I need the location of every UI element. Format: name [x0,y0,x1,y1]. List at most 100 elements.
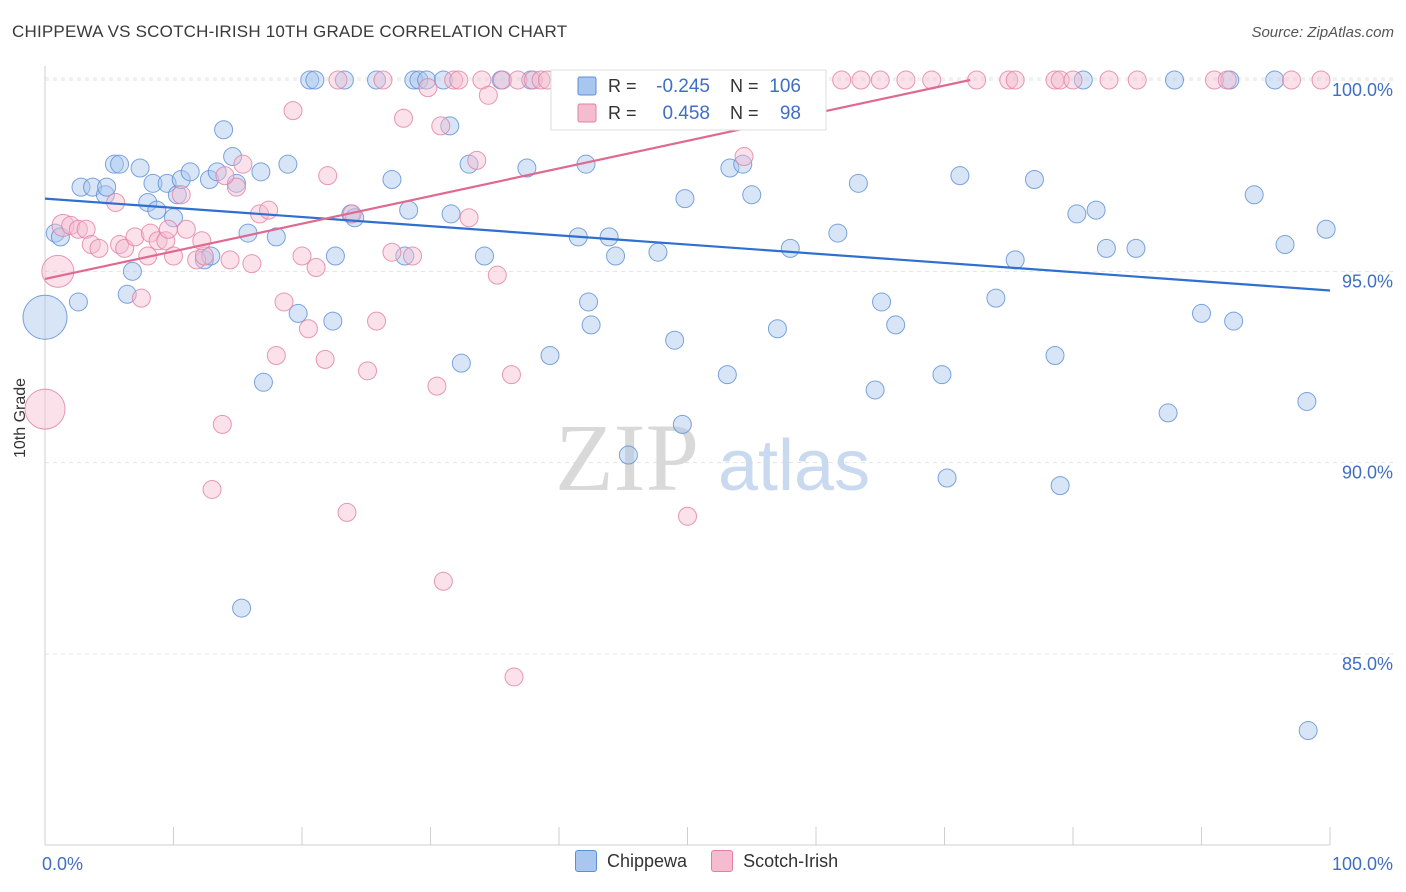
data-point-chippewa [305,70,325,90]
data-point-scotch-irish [492,70,512,90]
data-point-scotch-irish [358,361,378,381]
data-point-scotch-irish [523,70,543,90]
data-point-scotch-irish [298,319,318,339]
data-point-chippewa [717,365,737,385]
data-point-scotch-irish [487,265,507,285]
data-point-chippewa [1067,204,1087,224]
legend-item-scotch-irish[interactable]: Scotch-Irish [711,850,838,872]
data-point-scotch-irish [734,147,754,167]
data-point-chippewa [1316,219,1336,239]
data-point-chippewa [1073,70,1093,90]
data-point-scotch-irish [373,70,393,90]
data-point-scotch-irish [266,346,286,366]
data-point-chippewa [828,223,848,243]
data-point-chippewa [517,158,537,178]
legend: Chippewa Scotch-Irish [575,850,838,872]
data-point-scotch-irish [1127,70,1147,90]
data-point-scotch-irish [220,250,240,270]
stats-r-value: -0.245 [656,76,710,97]
stats-n-label: N = [730,103,759,123]
data-point-chippewa [1126,238,1146,258]
data-point-scotch-irish [531,70,551,90]
data-point-scotch-irish [459,208,479,228]
data-point-scotch-irish [171,185,191,205]
data-point-chippewa [780,238,800,258]
data-point-scotch-irish [337,502,357,522]
data-point-chippewa [672,414,692,434]
watermark-atlas: atlas [718,426,870,506]
data-point-scotch-irish [501,365,521,385]
data-point-chippewa [599,227,619,247]
data-point-scotch-irish [1063,70,1083,90]
data-point-chippewa [606,246,626,266]
data-point-scotch-irish [1005,70,1025,90]
data-point-chippewa [1005,250,1025,270]
legend-swatch-scotch-irish [711,850,734,872]
stats-r-value: 0.458 [662,103,710,124]
data-point-chippewa [334,70,354,90]
x-tick-labels: 0.0% 100.0% [42,854,1393,874]
data-point-scotch-irish [89,238,109,258]
legend-swatch-chippewa [575,850,597,872]
data-point-scotch-irish [504,667,524,687]
data-point-chippewa [104,154,124,174]
data-point-scotch-irish [194,246,214,266]
legend-item-chippewa[interactable]: Chippewa [575,850,687,872]
data-point-scotch-irish [68,219,88,239]
data-point-chippewa [648,242,668,262]
data-point-scotch-irish [478,85,498,105]
data-point-chippewa [872,292,892,312]
data-point-chippewa [742,185,762,205]
data-point-chippewa [180,162,200,182]
stats-n-value: 98 [780,103,801,124]
data-point-chippewa [147,200,167,220]
data-point-chippewa [950,166,970,186]
data-point-scotch-irish [832,70,852,90]
trend-line-chippewa [44,197,1331,292]
data-point-chippewa [932,365,952,385]
data-point-chippewa [399,200,419,220]
data-point-scotch-irish [259,200,279,220]
data-point-scotch-irish [467,150,487,170]
data-point-chippewa [367,70,387,90]
data-point-scotch-irish [427,376,447,396]
data-point-scotch-irish [870,70,890,90]
data-point-chippewa [395,246,415,266]
data-point-scotch-irish [202,479,222,499]
data-point-chippewa [579,292,599,312]
y-tick-label: 95.0% [1342,271,1393,291]
data-point-scotch-irish [226,177,246,197]
stats-n-value: 106 [769,76,801,97]
data-point-scotch-irish [1311,70,1331,90]
data-point-scotch-irish [1281,70,1301,90]
data-point-scotch-irish [967,70,987,90]
data-point-chippewa [1096,238,1116,258]
data-point-chippewa [767,319,787,339]
data-point-chippewa [441,204,461,224]
data-point-chippewa [232,598,252,618]
data-point-chippewa [130,158,150,178]
stats-swatch-chippewa [577,76,597,96]
stats-r-label: R = [608,103,637,123]
data-point-chippewa [288,303,308,323]
data-point-scotch-irish [328,70,348,90]
data-point-scotch-irish [110,235,130,255]
stats-swatch-scotch-irish [577,103,597,123]
watermark: ZIP atlas [555,404,870,511]
data-point-scotch-irish [1217,70,1237,90]
data-point-chippewa [122,261,142,281]
data-point-chippewa [474,246,494,266]
y-tick-label: 90.0% [1342,463,1393,483]
legend-label: Chippewa [607,850,688,871]
data-point-chippewa [1297,391,1317,411]
data-point-scotch-irish [176,219,196,239]
data-point-chippewa [417,70,437,90]
data-point-scotch-irish [131,288,151,308]
data-point-chippewa [201,246,221,266]
data-point-scotch-irish [274,292,294,312]
data-point-scotch-irish [508,70,528,90]
data-point-chippewa [266,227,286,247]
data-point-scotch-irish [999,70,1019,90]
data-point-scotch-irish [156,231,176,251]
data-point-chippewa [865,380,885,400]
